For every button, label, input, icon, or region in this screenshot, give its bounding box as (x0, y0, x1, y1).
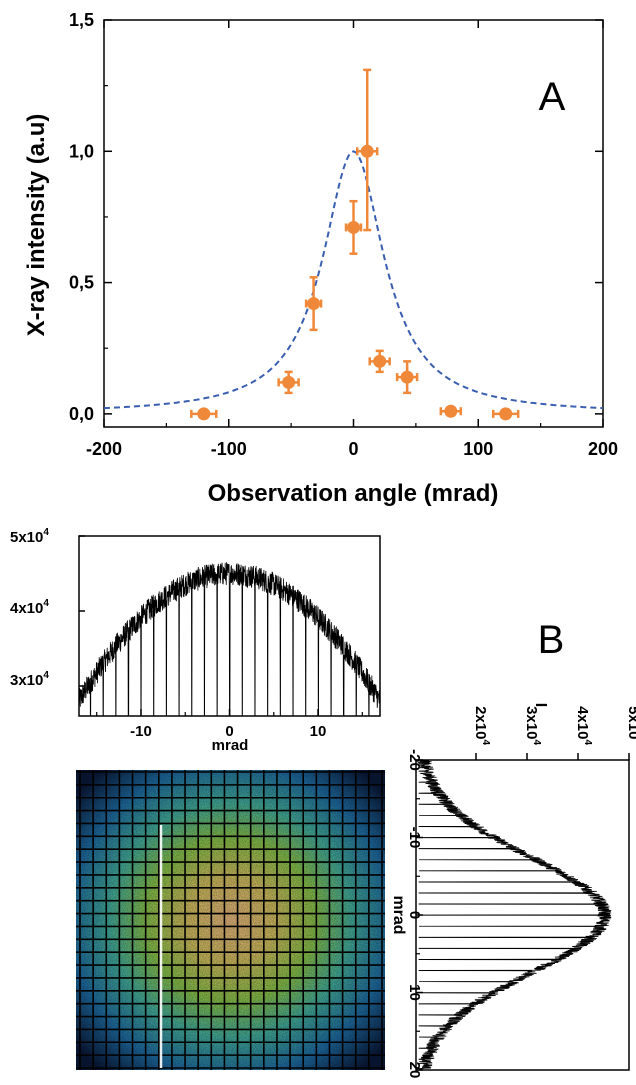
right-y-tick-label: -10 (406, 827, 423, 849)
panel-a-label: A (539, 75, 566, 119)
right-profile-x-ticks: 2x104 3x104 4x104 5x104 (472, 706, 636, 760)
top-y-tick-5e4: 5x104 (10, 527, 49, 546)
top-x-tick-label: -10 (130, 723, 152, 740)
top-profile-line (79, 562, 380, 716)
right-profile-y-ticks: -20 -10 0 10 20 (406, 749, 423, 1078)
panel-a: -200 -100 0 100 200 0,0 0,5 1,0 1,5 A Observati… (23, 10, 618, 507)
right-y-tick-label: 10 (406, 984, 423, 1001)
point-marker (307, 297, 321, 311)
panel-a-y-tick-label: 1,5 (69, 10, 94, 30)
panel-a-x-tick-label: -100 (211, 439, 247, 459)
panel-b-top-profile: -10 0 10 5x104 4x104 3x104 mrad (10, 527, 381, 754)
panel-a-y-ticks: 0,0 0,5 1,0 1,5 (69, 10, 603, 424)
panel-a-data-point (190, 407, 218, 421)
top-x-tick-label: 10 (310, 723, 327, 740)
right-profile-line (417, 760, 612, 1070)
top-profile-x-axis-label: mrad (212, 737, 249, 754)
point-marker (400, 370, 414, 384)
panel-a-data-point (491, 407, 520, 421)
heatmap-noise (76, 770, 385, 1070)
panel-a-data-point (344, 199, 363, 255)
top-y-tick-4e4: 4x104 (10, 598, 49, 617)
panel-b-detector-image (76, 770, 385, 1070)
panel-a-data-point (439, 404, 463, 418)
point-marker (282, 375, 296, 389)
right-y-tick-label: -20 (406, 749, 423, 771)
right-x-tick-3e4: 3x104 (523, 706, 542, 745)
panel-a-x-ticks: -200 -100 0 100 200 (86, 20, 618, 459)
panel-a-data-point (368, 349, 391, 374)
panel-a-y-axis-label: X-ray intensity (a.u) (23, 114, 50, 337)
top-y-tick-3e4: 3x104 (10, 670, 49, 689)
right-profile-x-axis-label: I (532, 703, 549, 707)
point-marker (373, 354, 387, 368)
right-x-tick-4e4: 4x104 (574, 706, 593, 745)
right-y-tick-label: 20 (406, 1062, 423, 1079)
panel-a-x-tick-label: 200 (588, 439, 618, 459)
top-profile-x-ticks: -10 0 10 (79, 535, 363, 740)
right-x-tick-2e4: 2x104 (472, 706, 491, 745)
panel-b-right-profile: -20 -10 0 10 20 2x104 3x104 4x104 5x104 I mr… (390, 703, 636, 1079)
panel-a-y-tick-label: 0,0 (69, 404, 94, 424)
right-y-tick-label: 0 (406, 911, 423, 919)
top-profile-y-ticks: 5x104 4x104 3x104 (10, 527, 49, 689)
panel-a-data-point (355, 68, 379, 232)
right-x-tick-5e4: 5x104 (625, 706, 636, 745)
detector-grid (76, 770, 385, 1070)
panel-a-data-points (190, 68, 520, 421)
point-marker (347, 220, 360, 234)
point-marker (499, 407, 513, 421)
panel-a-data-point (395, 360, 419, 395)
point-marker (197, 407, 211, 421)
panel-a-y-tick-label: 0,5 (69, 273, 94, 293)
right-profile-y-axis-label: mrad (390, 895, 407, 934)
panel-a-model-curve (103, 150, 604, 410)
top-x-tick-label: 0 (225, 723, 233, 740)
panel-a-data-point (277, 370, 300, 395)
panel-a-x-tick-label: 0 (348, 439, 358, 459)
panel-b-label: B (538, 618, 565, 662)
panel-a-x-axis-label: Observation angle (mrad) (208, 480, 499, 507)
panel-a-x-tick-label: 100 (463, 439, 493, 459)
panel-a-data-point (304, 276, 323, 332)
panel-a-y-tick-label: 1,0 (69, 141, 94, 161)
panel-a-x-tick-label: -200 (86, 439, 122, 459)
point-marker (360, 144, 374, 158)
point-marker (444, 404, 458, 418)
